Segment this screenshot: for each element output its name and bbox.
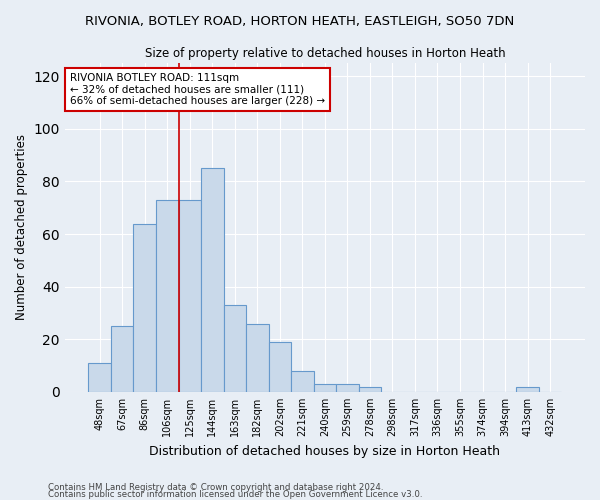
Bar [517, 386, 539, 392]
Bar [156, 200, 179, 392]
Text: RIVONIA, BOTLEY ROAD, HORTON HEATH, EASTLEIGH, SO50 7DN: RIVONIA, BOTLEY ROAD, HORTON HEATH, EAST… [85, 15, 515, 28]
Bar [179, 200, 201, 392]
Bar [359, 386, 381, 392]
Title: Size of property relative to detached houses in Horton Heath: Size of property relative to detached ho… [145, 48, 505, 60]
Bar [111, 326, 133, 392]
Bar [291, 371, 314, 392]
Text: RIVONIA BOTLEY ROAD: 111sqm
← 32% of detached houses are smaller (111)
66% of se: RIVONIA BOTLEY ROAD: 111sqm ← 32% of det… [70, 73, 325, 106]
Text: Contains HM Land Registry data © Crown copyright and database right 2024.: Contains HM Land Registry data © Crown c… [48, 484, 383, 492]
Bar [314, 384, 336, 392]
Bar [133, 224, 156, 392]
X-axis label: Distribution of detached houses by size in Horton Heath: Distribution of detached houses by size … [149, 444, 500, 458]
Bar [88, 363, 111, 392]
Bar [224, 305, 246, 392]
Text: Contains public sector information licensed under the Open Government Licence v3: Contains public sector information licen… [48, 490, 422, 499]
Bar [336, 384, 359, 392]
Bar [246, 324, 269, 392]
Bar [201, 168, 224, 392]
Bar [269, 342, 291, 392]
Y-axis label: Number of detached properties: Number of detached properties [15, 134, 28, 320]
